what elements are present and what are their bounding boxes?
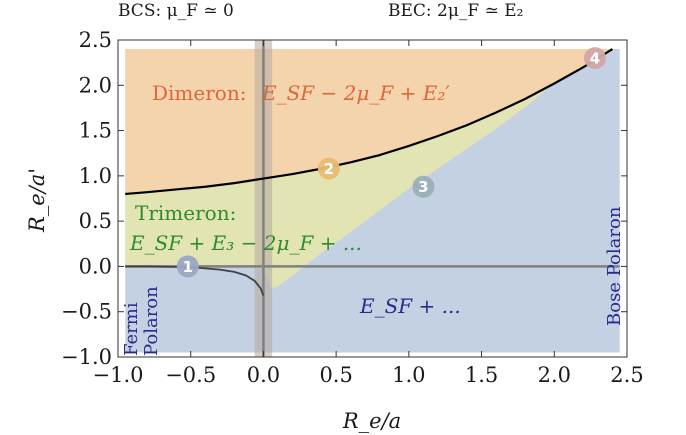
y-tick-label: 2.0 xyxy=(79,73,112,97)
plot-frame xyxy=(117,39,628,358)
x-tick-label: −0.5 xyxy=(165,363,216,387)
markers: 1 2 3 4 xyxy=(176,47,607,278)
marker-label: 1 xyxy=(183,258,193,276)
marker-3: 3 xyxy=(412,175,435,198)
trimeron-region xyxy=(125,83,555,290)
marker-1: 1 xyxy=(176,255,199,278)
marker-circle xyxy=(317,157,340,180)
polaron-formula: E_SF + ... xyxy=(359,294,461,318)
marker-label: 3 xyxy=(418,178,428,196)
y-tick-label: 0.0 xyxy=(79,254,112,278)
marker-circle xyxy=(176,255,199,278)
y-tick-label: 1.5 xyxy=(79,119,112,143)
x-tick-label: 1.0 xyxy=(392,363,425,387)
x-tick-label: 0.5 xyxy=(319,363,352,387)
dimeron-region xyxy=(125,49,620,194)
fermi-branch-curve xyxy=(125,265,265,296)
marker-circle xyxy=(412,175,435,198)
marker-label: 4 xyxy=(590,50,600,68)
fermi-label: Fermi xyxy=(121,302,142,356)
x-tick-label: 2.0 xyxy=(538,363,571,387)
dimeron-formula: E_SF − 2μ_F + E₂′ xyxy=(261,81,450,105)
y-axis-label: R_e/a' xyxy=(25,168,49,233)
marker-2: 2 xyxy=(317,157,340,180)
bose-polaron-label: Bose Polaron xyxy=(604,206,625,326)
y-tick-label: −1.0 xyxy=(61,345,112,369)
axis-ticks: −1.0 −0.5 0.0 0.5 1.0 1.5 2.0 2.5 −1.0 −0.5 0.0 0.5… xyxy=(61,28,644,387)
marker-label: 2 xyxy=(324,160,334,178)
y-tick-label: 1.0 xyxy=(79,164,112,188)
marker-4: 4 xyxy=(584,47,607,70)
y-tick-label: 2.5 xyxy=(79,28,112,52)
bcs-title: BCS: μ_F ≃ 0 xyxy=(118,1,234,21)
marker-circle xyxy=(584,47,607,70)
dimeron-label: Dimeron: xyxy=(152,81,246,105)
y-tick-label: 0.5 xyxy=(79,209,112,233)
x-tick-label: −1.0 xyxy=(93,363,144,387)
trimeron-label: Trimeron: xyxy=(135,201,236,225)
bec-title: BEC: 2μ_F ≃ E₂ xyxy=(388,1,523,21)
x-tick-label: 2.5 xyxy=(610,363,643,387)
trimeron-formula: E_SF + E₃ − 2μ_F + ... xyxy=(129,231,362,255)
dimeron-boundary-curve xyxy=(125,48,614,196)
x-tick-label: 0.0 xyxy=(247,363,280,387)
fermi-polaron-label: Polaron xyxy=(141,286,162,356)
x-axis-label: R_e/a xyxy=(342,409,401,433)
x-tick-label: 1.5 xyxy=(465,363,498,387)
y-tick-label: −0.5 xyxy=(61,300,112,324)
